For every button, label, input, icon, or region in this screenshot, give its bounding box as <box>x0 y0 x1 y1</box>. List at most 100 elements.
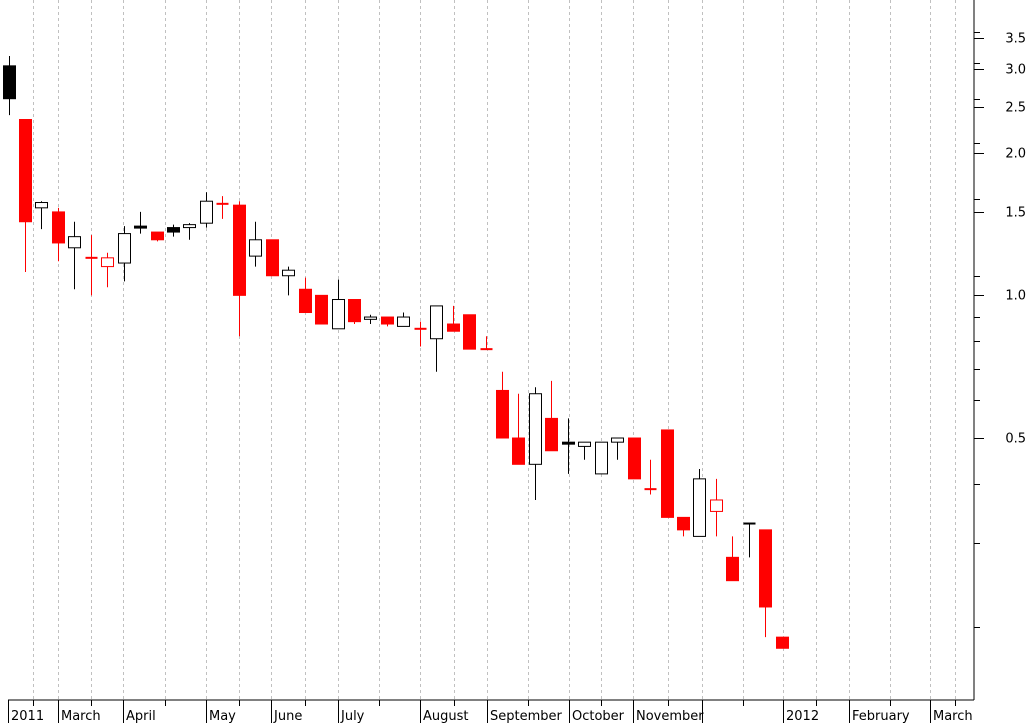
x-tick-label: September <box>490 709 563 723</box>
y-tick-label: 3.0 <box>1005 63 1026 78</box>
candle <box>430 305 443 372</box>
candle-body <box>183 224 196 229</box>
candle <box>348 299 361 325</box>
x-tick-labels: 2011 March April May June July August September… <box>8 700 973 724</box>
candle <box>151 231 164 242</box>
candle <box>480 336 493 351</box>
candle <box>183 223 196 240</box>
candle-body <box>776 636 789 649</box>
candle-body <box>545 417 558 452</box>
candle-body <box>101 257 114 268</box>
candle-body <box>52 211 65 244</box>
candle <box>266 239 279 277</box>
candle <box>776 636 789 649</box>
candle-body <box>364 316 377 320</box>
candle-body <box>463 314 476 350</box>
candle-body <box>315 294 328 325</box>
y-tick-label: 2.0 <box>1005 147 1026 162</box>
axes-layer <box>8 0 975 701</box>
x-tick-label: April <box>126 709 156 723</box>
candle <box>726 536 739 582</box>
candle <box>118 226 131 282</box>
candle <box>397 312 410 327</box>
candle <box>68 221 81 290</box>
candle <box>282 266 295 296</box>
x-tick-label: October <box>572 709 625 723</box>
candle <box>628 437 641 480</box>
candle-body <box>661 429 674 518</box>
x-tick-label: June <box>273 709 302 723</box>
x-tick-label: July <box>340 709 365 723</box>
candle <box>529 387 542 500</box>
x-tick-label: 2011 <box>11 709 44 723</box>
candle-body <box>381 316 394 325</box>
candle-body <box>134 225 147 229</box>
candle <box>545 380 558 452</box>
candle-body <box>512 437 525 465</box>
candle <box>364 314 377 325</box>
candle-body <box>430 305 443 340</box>
candle-body <box>726 556 739 582</box>
candle <box>85 235 98 296</box>
y-tick-label: 0.5 <box>1005 432 1026 447</box>
candle-body <box>529 393 542 465</box>
candle <box>315 294 328 325</box>
candle <box>562 418 575 474</box>
candle <box>3 55 16 116</box>
candle <box>661 429 674 518</box>
candle <box>134 211 147 234</box>
candle <box>200 192 213 228</box>
x-tick-label: August <box>423 709 469 723</box>
candle-body <box>282 269 295 277</box>
candle <box>693 469 706 537</box>
candle-body <box>118 233 131 264</box>
x-tick-label: November <box>636 709 704 723</box>
candle <box>249 221 262 267</box>
candle <box>463 314 476 350</box>
candle <box>299 277 312 314</box>
y-tick-label: 3.5 <box>1005 32 1026 47</box>
x-tick-label: February <box>852 709 910 723</box>
candle-body <box>628 437 641 480</box>
candle-body <box>167 227 180 233</box>
candle <box>578 441 591 460</box>
candle-body <box>299 288 312 314</box>
candle <box>101 252 114 288</box>
candle-body <box>3 65 16 100</box>
candle-body <box>496 389 509 439</box>
candle-body <box>677 516 690 531</box>
candle-body <box>332 299 345 330</box>
y-tick-label: 1.0 <box>1005 289 1026 304</box>
grid-layer <box>33 0 956 700</box>
candle <box>381 316 394 327</box>
candle-body <box>200 200 213 224</box>
candle <box>233 201 246 337</box>
candle <box>414 321 427 347</box>
candle <box>35 201 48 230</box>
candle <box>611 437 624 460</box>
candle-body <box>595 441 608 475</box>
candle-body <box>35 202 48 209</box>
candle-body <box>233 204 246 296</box>
x-tick-label: 2012 <box>786 709 819 723</box>
candle <box>496 371 509 439</box>
candle-body <box>249 239 262 257</box>
candle <box>595 441 608 475</box>
y-tick-label: 1.5 <box>1005 206 1026 221</box>
candle-body <box>562 441 575 445</box>
x-tick-label: March <box>61 709 101 723</box>
candle <box>759 529 772 638</box>
candle-body <box>151 231 164 241</box>
candle-body <box>693 478 706 537</box>
candle-body <box>68 236 81 249</box>
candle <box>710 478 723 537</box>
candle-body <box>397 316 410 327</box>
x-tick-label: March <box>933 709 973 723</box>
candle-body <box>348 299 361 323</box>
candle-body <box>759 529 772 608</box>
candle <box>743 522 756 558</box>
candle <box>52 207 65 262</box>
candle <box>216 196 229 219</box>
